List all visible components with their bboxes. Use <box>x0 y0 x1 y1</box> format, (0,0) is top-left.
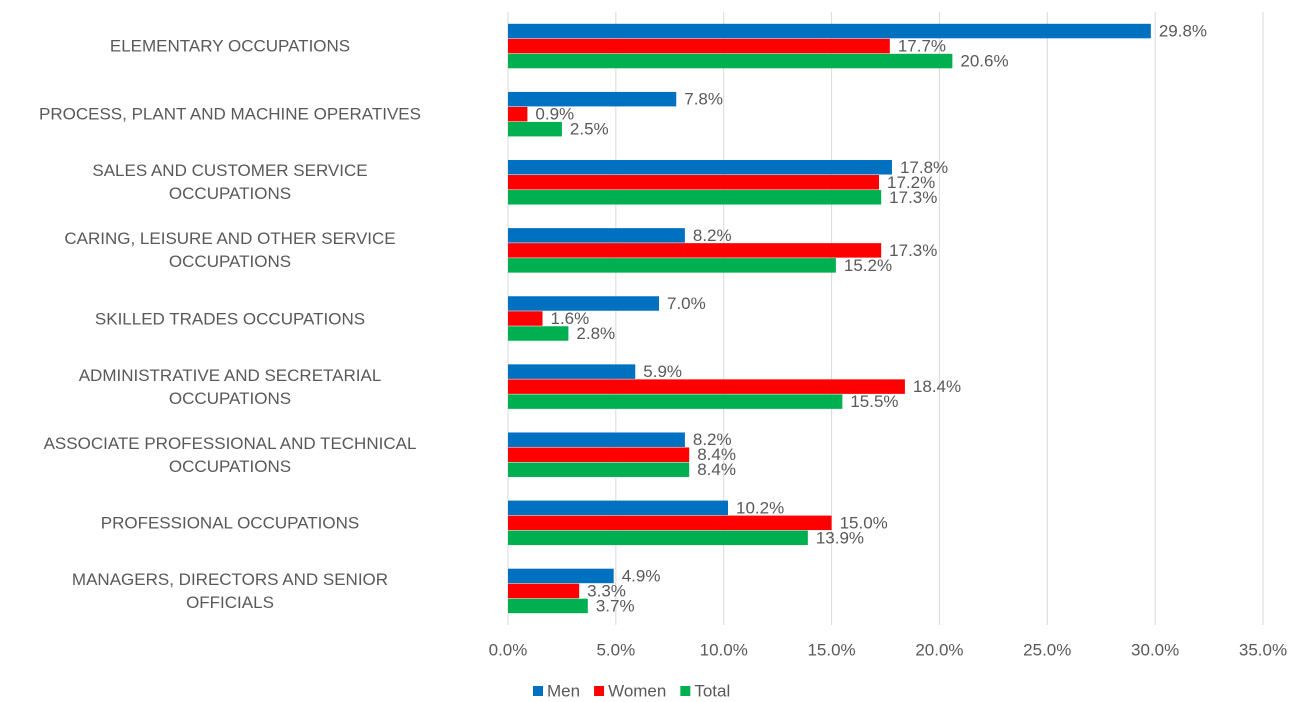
x-tick-label: 20.0% <box>915 640 963 659</box>
value-label: 10.2% <box>736 498 784 517</box>
bar <box>508 432 685 447</box>
bar <box>508 243 882 258</box>
bar <box>508 462 690 477</box>
bar <box>508 447 690 462</box>
y-tick-label: SALES AND CUSTOMER SERVICE OCCUPATIONS <box>92 161 368 204</box>
value-label: 2.8% <box>576 324 615 343</box>
value-label: 8.2% <box>693 430 732 449</box>
bar <box>508 121 562 137</box>
bar <box>508 311 543 326</box>
bar <box>508 190 882 205</box>
bar <box>508 598 588 614</box>
value-label: 8.4% <box>697 445 736 464</box>
bar <box>508 515 832 531</box>
bar <box>508 53 953 69</box>
y-tick-label: CARING, LEISURE AND OTHER SERVICE OCCUPA… <box>64 229 396 272</box>
y-tick-label: ASSOCIATE PROFESSIONAL AND TECHNICAL OCC… <box>43 433 417 476</box>
y-tick-label: SKILLED TRADES OCCUPATIONS <box>94 309 366 328</box>
value-label: 18.4% <box>913 377 961 396</box>
value-label: 3.7% <box>596 596 635 615</box>
bar <box>508 175 880 190</box>
y-tick-label: PROFESSIONAL OCCUPATIONS <box>100 513 360 533</box>
x-tick-label: 25.0% <box>1023 640 1071 659</box>
value-label: 17.8% <box>900 158 948 177</box>
value-label: 7.8% <box>684 90 723 109</box>
x-tick-label: 5.0% <box>596 640 635 659</box>
value-label: 3.3% <box>587 581 626 600</box>
bar <box>508 379 905 394</box>
x-tick-label: 35.0% <box>1239 640 1287 659</box>
value-label: 17.2% <box>887 173 935 192</box>
value-label: 15.2% <box>844 256 892 275</box>
bar <box>508 530 808 546</box>
bar <box>508 394 843 409</box>
value-label: 17.3% <box>889 188 937 207</box>
y-tick-label: ELEMENTARY OCCUPATIONS <box>109 36 351 56</box>
value-label: 8.4% <box>697 460 736 479</box>
legend-swatch <box>594 686 605 696</box>
x-tick-label: 30.0% <box>1131 640 1179 659</box>
legend-swatch <box>533 686 543 696</box>
bar <box>508 500 729 516</box>
y-tick-label: PROCESS, PLANT AND MACHINE OPERATIVES <box>39 104 421 124</box>
x-tick-label: 15.0% <box>807 640 855 659</box>
legend-label: Women <box>608 681 666 700</box>
value-label: 17.7% <box>898 37 946 56</box>
bar <box>508 364 636 379</box>
legend-label: Total <box>694 681 730 700</box>
value-label: 4.9% <box>622 566 661 585</box>
value-label: 8.2% <box>693 226 732 245</box>
y-tick-label: MANAGERS, DIRECTORS AND SENIOR OFFICIALS <box>71 569 389 612</box>
value-label: 7.0% <box>667 294 706 313</box>
value-label: 15.0% <box>840 513 888 532</box>
bar <box>508 568 614 584</box>
x-tick-label: 10.0% <box>700 640 748 659</box>
value-label: 13.9% <box>816 528 864 547</box>
bar <box>508 296 659 311</box>
legend-label: Men <box>547 681 580 700</box>
bar <box>508 160 892 175</box>
bar <box>508 23 1151 39</box>
value-label: 20.6% <box>960 52 1008 71</box>
value-label: 15.5% <box>850 392 898 411</box>
value-label: 5.9% <box>643 362 682 381</box>
value-label: 29.8% <box>1159 22 1207 41</box>
bar <box>508 106 528 122</box>
value-label: 1.6% <box>551 309 590 328</box>
bar <box>508 91 677 107</box>
value-label: 17.3% <box>889 241 937 260</box>
bar <box>508 38 890 54</box>
legend-swatch <box>680 686 691 696</box>
x-tick-label: 0.0% <box>489 640 528 659</box>
y-tick-label: ADMINISTRATIVE AND SECRETARIAL OCCUPATIO… <box>78 365 382 408</box>
bar <box>508 258 836 273</box>
value-label: 0.9% <box>535 105 574 124</box>
bar <box>508 583 580 599</box>
bar <box>508 228 685 243</box>
value-label: 2.5% <box>570 120 609 139</box>
bar <box>508 326 569 341</box>
